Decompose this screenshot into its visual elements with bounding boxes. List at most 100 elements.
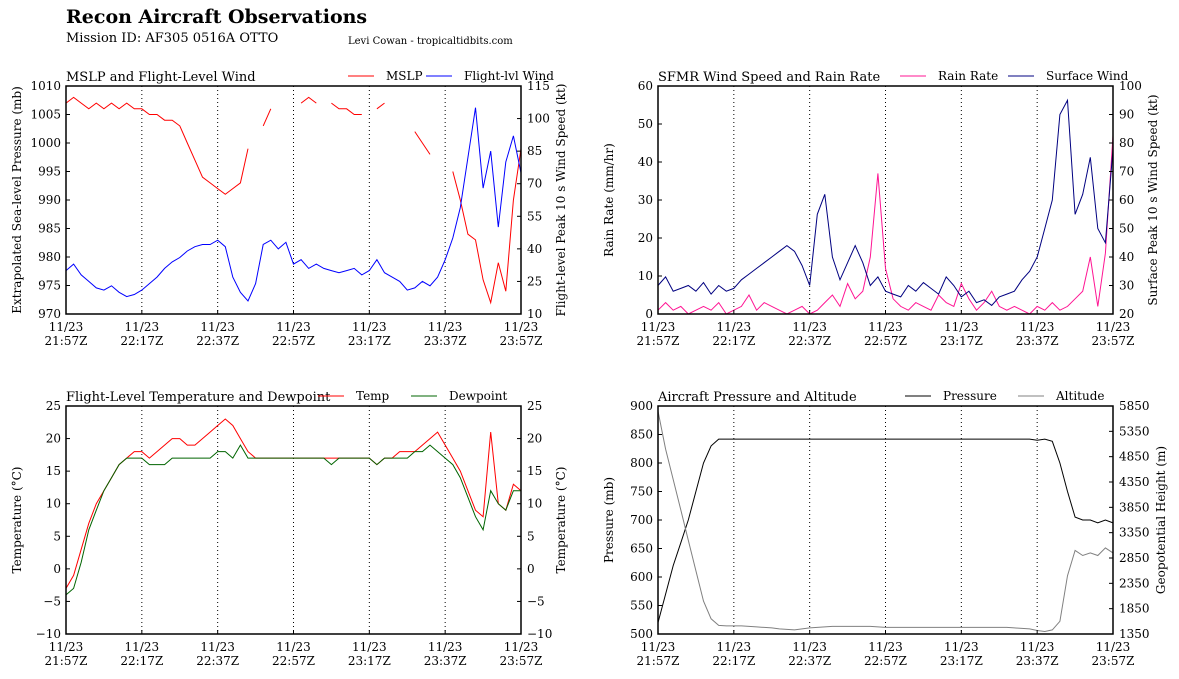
y-tick-label: 25 xyxy=(46,399,61,413)
x-tick-label-date: 11/23 xyxy=(641,320,676,334)
x-tick-label-date: 11/23 xyxy=(641,640,676,654)
credit: Levi Cowan - tropicaltidbits.com xyxy=(348,36,513,47)
y2-tick-label: 1850 xyxy=(1119,602,1150,616)
x-tick-label-time: 23:17Z xyxy=(940,654,983,668)
y2-axis-label: Flight-level Peak 10 s Wind Speed (kt) xyxy=(554,84,568,317)
series-line-flight-lvl-wind xyxy=(65,107,522,302)
y2-tick-label: 5 xyxy=(527,529,535,543)
x-tick-label-date: 11/23 xyxy=(352,320,387,334)
x-tick-label-time: 22:17Z xyxy=(120,334,163,348)
x-tick-label-time: 23:17Z xyxy=(940,334,983,348)
x-tick-label-time: 23:17Z xyxy=(348,654,391,668)
x-tick-label-time: 21:57Z xyxy=(637,654,680,668)
y-tick-label: 600 xyxy=(630,570,653,584)
legend-label: Temp xyxy=(356,389,390,403)
y2-tick-label: 5350 xyxy=(1119,424,1150,438)
y2-axis-label: Geopotential Height (m) xyxy=(1154,446,1168,594)
y-tick-label: 995 xyxy=(38,165,61,179)
y2-tick-label: 25 xyxy=(527,274,542,288)
plot-frame xyxy=(65,405,522,635)
x-tick-label-date: 11/23 xyxy=(200,640,235,654)
x-tick-label-date: 11/23 xyxy=(1020,320,1055,334)
page-title: Recon Aircraft Observations xyxy=(66,6,368,28)
plot-frame xyxy=(657,405,1114,635)
y-axis-label: Temperature (°C) xyxy=(10,467,24,574)
y-tick-label: 800 xyxy=(630,456,653,470)
x-tick-label-time: 22:37Z xyxy=(196,334,239,348)
chart-title: MSLP and Flight-Level Wind xyxy=(66,70,256,85)
y2-tick-label: 5850 xyxy=(1119,399,1150,413)
series-line-dewpoint xyxy=(65,444,521,596)
x-tick-label-time: 22:57Z xyxy=(864,334,907,348)
chart-title: Flight-Level Temperature and Dewpoint xyxy=(66,390,331,405)
x-tick-label-time: 22:37Z xyxy=(788,334,831,348)
y2-tick-label: 80 xyxy=(1119,136,1134,150)
x-tick-label-date: 11/23 xyxy=(428,320,463,334)
y2-tick-label: 115 xyxy=(527,79,550,93)
y-tick-label: 500 xyxy=(630,627,653,641)
y-tick-label: 700 xyxy=(630,513,653,527)
y-tick-label: 900 xyxy=(630,399,653,413)
x-tick-label-date: 11/23 xyxy=(792,320,827,334)
series-line-mslp xyxy=(65,96,522,305)
y2-tick-label: 55 xyxy=(527,209,542,223)
x-tick-label-date: 11/23 xyxy=(1096,640,1131,654)
series-line-surface-wind xyxy=(657,98,1114,307)
x-tick-label-time: 23:17Z xyxy=(348,334,391,348)
y-tick-label: 970 xyxy=(38,307,61,321)
y-tick-label: 40 xyxy=(638,155,653,169)
legend-label: Rain Rate xyxy=(938,69,998,83)
y2-tick-label: 90 xyxy=(1119,108,1134,122)
y-tick-label: 10 xyxy=(638,269,653,283)
y2-tick-label: 20 xyxy=(527,432,542,446)
x-tick-label-time: 23:57Z xyxy=(1092,654,1135,668)
y-tick-label: 1005 xyxy=(30,108,61,122)
x-tick-label-time: 21:57Z xyxy=(45,334,88,348)
x-tick-label-date: 11/23 xyxy=(49,640,84,654)
x-tick-label-date: 11/23 xyxy=(428,640,463,654)
y-tick-label: 980 xyxy=(38,250,61,264)
x-tick-label-time: 22:17Z xyxy=(712,654,755,668)
x-tick-label-time: 22:57Z xyxy=(864,654,907,668)
legend-label: Surface Wind xyxy=(1046,69,1129,83)
x-tick-label-time: 23:37Z xyxy=(1016,334,1059,348)
y-axis-label: Pressure (mb) xyxy=(602,477,616,563)
y-tick-label: 975 xyxy=(38,279,61,293)
y2-tick-label: 60 xyxy=(1119,193,1134,207)
y2-tick-label: 4850 xyxy=(1119,450,1150,464)
y2-tick-label: 50 xyxy=(1119,222,1134,236)
x-tick-label-date: 11/23 xyxy=(352,640,387,654)
x-tick-label-time: 23:37Z xyxy=(1016,654,1059,668)
x-tick-label-date: 11/23 xyxy=(717,320,752,334)
y-tick-label: 20 xyxy=(638,231,653,245)
x-tick-label-date: 11/23 xyxy=(1096,320,1131,334)
y-tick-label: 30 xyxy=(638,193,653,207)
y-tick-label: 1000 xyxy=(30,136,61,150)
y-tick-label: 0 xyxy=(645,307,653,321)
x-tick-label-time: 23:57Z xyxy=(1092,334,1135,348)
x-tick-label-date: 11/23 xyxy=(944,320,979,334)
x-tick-label-date: 11/23 xyxy=(1020,640,1055,654)
y2-tick-label: 70 xyxy=(1119,165,1134,179)
x-tick-label-date: 11/23 xyxy=(276,320,311,334)
y2-tick-label: −10 xyxy=(527,627,552,641)
x-tick-label-date: 11/23 xyxy=(944,640,979,654)
y2-tick-label: 1350 xyxy=(1119,627,1150,641)
y2-axis-label: Surface Peak 10 s Wind Speed (kt) xyxy=(1146,94,1160,305)
y-tick-label: 550 xyxy=(630,599,653,613)
legend-label: Altitude xyxy=(1055,389,1105,403)
y-tick-label: 985 xyxy=(38,222,61,236)
x-tick-label-date: 11/23 xyxy=(125,320,160,334)
x-tick-label-time: 23:37Z xyxy=(424,654,467,668)
y-tick-label: 20 xyxy=(46,432,61,446)
y2-tick-label: 3350 xyxy=(1119,526,1150,540)
x-tick-label-time: 23:37Z xyxy=(424,334,467,348)
series-line-pressure xyxy=(657,438,1114,623)
chart-title: Aircraft Pressure and Altitude xyxy=(657,390,857,405)
x-tick-label-time: 23:57Z xyxy=(500,334,543,348)
x-tick-label-date: 11/23 xyxy=(49,320,84,334)
y2-tick-label: 2850 xyxy=(1119,551,1150,565)
mission-id: Mission ID: AF305 0516A OTTO xyxy=(66,31,279,46)
y-tick-label: 60 xyxy=(638,79,653,93)
y2-tick-label: 2350 xyxy=(1119,576,1150,590)
